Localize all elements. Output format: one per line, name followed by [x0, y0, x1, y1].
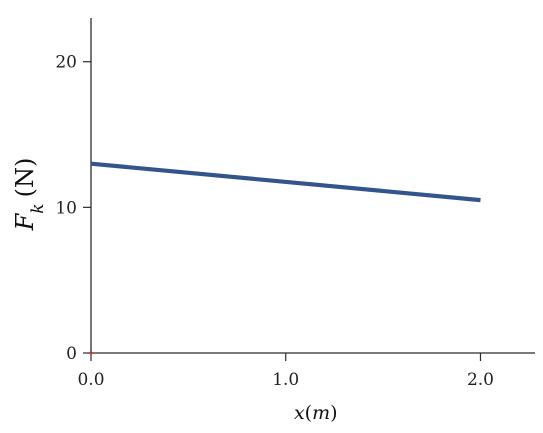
- y-tick-label: 20: [55, 53, 77, 73]
- y-axis-title: Fk (N): [11, 158, 48, 232]
- y-axis-ticks: 0 10 20: [55, 53, 91, 364]
- x-axis-ticks: 0.0 1.0 2.0: [77, 353, 494, 390]
- y-tick-label: 10: [55, 198, 77, 218]
- x-axis-paren-open: (: [305, 402, 312, 424]
- y-axis-subscript: k: [28, 203, 48, 213]
- origin-marker: [89, 351, 93, 355]
- y-axis-unit-open: (: [11, 188, 39, 197]
- x-axis-title: x(m): [294, 402, 338, 424]
- x-axis-symbol: x: [294, 402, 305, 424]
- y-axis-symbol: F: [11, 212, 39, 231]
- x-axis-unit: m: [312, 402, 330, 424]
- y-axis-unit: N: [11, 167, 39, 188]
- series-group: [90, 161, 481, 203]
- series-line: [90, 161, 481, 203]
- x-tick-label: 0.0: [77, 370, 104, 390]
- y-tick-label: 0: [66, 344, 77, 364]
- x-tick-label: 2.0: [467, 370, 494, 390]
- x-tick-label: 1.0: [272, 370, 299, 390]
- x-axis-paren-close: ): [330, 402, 337, 424]
- y-axis-unit-close: ): [11, 158, 39, 167]
